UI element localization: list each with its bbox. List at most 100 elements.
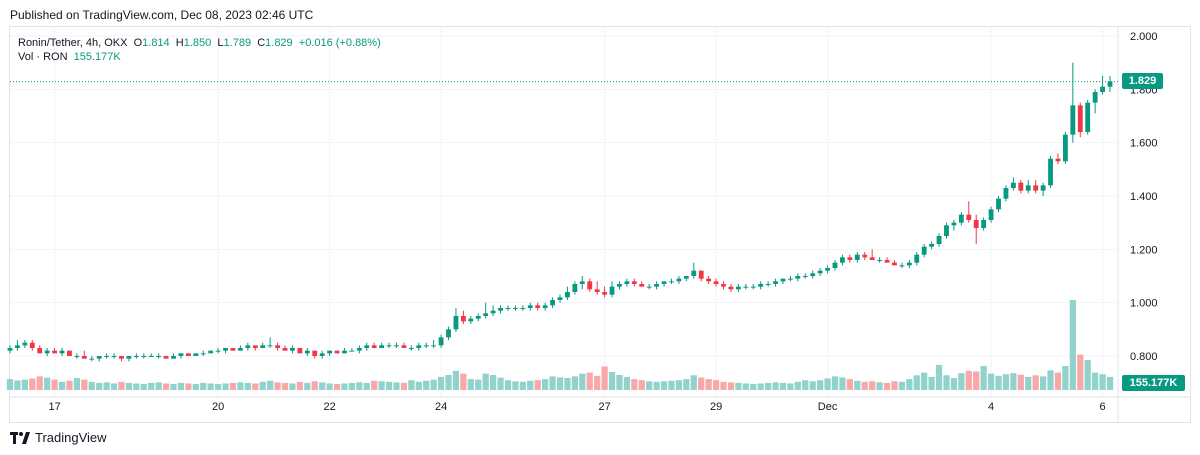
legend-close: 1.829: [265, 37, 293, 49]
candle-body: [89, 358, 95, 360]
candle-body: [617, 284, 622, 287]
volume-bar: [460, 373, 467, 390]
grid: [10, 27, 1190, 422]
candle-body: [193, 353, 199, 356]
volume-bar: [14, 380, 21, 390]
candle-body: [579, 281, 585, 284]
candle-body: [44, 350, 50, 354]
candle-body: [869, 257, 875, 260]
candle-body: [119, 356, 124, 359]
volume-bar: [906, 379, 913, 390]
volume-bar: [304, 382, 311, 390]
volume-bar: [222, 383, 229, 390]
volume-bar: [378, 381, 385, 390]
candle-body: [260, 345, 266, 348]
volume-legend: Vol · RON 155.177K: [18, 51, 121, 63]
volume-bar: [333, 384, 341, 390]
volume-bar: [170, 384, 177, 390]
volume-bar: [504, 380, 512, 390]
volume-bar: [794, 381, 801, 390]
candle-body: [1018, 182, 1024, 191]
volume-bar: [452, 370, 460, 390]
candle-body: [929, 244, 935, 247]
volume-bar: [385, 381, 393, 390]
volume-bar: [958, 373, 965, 390]
volume-bar: [162, 383, 170, 390]
volume-bar: [556, 377, 564, 390]
legend-symbol: Ronin/Tether, 4h, OKX: [18, 37, 128, 49]
volume-bar: [1099, 374, 1106, 390]
volume-bar: [824, 378, 831, 390]
volume-bar: [1077, 354, 1084, 390]
time-tick-label: 22: [323, 401, 335, 413]
volume-bar: [675, 380, 683, 390]
volume-bar: [883, 382, 891, 390]
volume-bar: [527, 380, 534, 390]
candle-body: [237, 348, 243, 351]
volume-bar: [542, 379, 549, 390]
volume-bar: [244, 382, 251, 390]
candle-body: [1010, 182, 1016, 188]
volume-bar: [869, 381, 876, 390]
candle-body: [750, 286, 756, 288]
candle-body: [104, 356, 110, 357]
volume-bar: [1092, 372, 1099, 390]
candle-body: [899, 265, 905, 267]
candle-body: [334, 350, 340, 354]
tradingview-logo[interactable]: TradingView: [10, 430, 107, 445]
candle-body: [275, 345, 280, 348]
candle-body: [7, 348, 13, 351]
volume-bar: [764, 382, 772, 390]
time-tick-label: 17: [48, 401, 60, 413]
volume-bar: [51, 379, 58, 390]
candle-body: [877, 260, 883, 261]
volume-bar: [787, 383, 794, 390]
candle-body: [126, 356, 132, 359]
candle-body: [728, 286, 734, 290]
legend-low: 1.789: [223, 37, 252, 49]
candle-body: [602, 292, 608, 295]
candle-body: [498, 308, 503, 311]
volume-bar: [757, 383, 764, 390]
candle-body: [542, 305, 548, 308]
candle-body: [156, 356, 162, 357]
candle-body: [795, 276, 801, 279]
volume-bar: [921, 372, 928, 390]
volume-bar: [21, 379, 28, 390]
volume-bar: [965, 370, 972, 390]
candle-body: [349, 350, 355, 352]
published-header: Published on TradingView.com, Dec 08, 20…: [10, 8, 314, 22]
volume-bar: [876, 382, 883, 390]
volume-bar: [289, 383, 296, 390]
candle-body: [245, 345, 251, 348]
candle-body: [386, 345, 392, 347]
candle-body: [230, 348, 236, 351]
volume-bar: [475, 379, 482, 390]
volume-bar: [200, 382, 207, 390]
candle-body: [698, 270, 704, 279]
volume-bar: [274, 382, 281, 390]
volume-bar: [646, 381, 653, 390]
candle-body: [416, 345, 422, 348]
chart-legend: Ronin/Tether, 4h, OKX O1.814 H1.850 L1.7…: [18, 37, 381, 49]
candle-body: [215, 350, 221, 352]
candle-body: [676, 278, 682, 282]
volume-bar: [1017, 374, 1024, 390]
volume-bar: [140, 384, 147, 390]
volume-value: 155.177K: [73, 51, 121, 63]
time-tick-label: 24: [435, 401, 447, 413]
volume-bar: [214, 384, 222, 390]
volume-bar: [846, 379, 853, 390]
volume-bar: [6, 379, 14, 390]
price-tick-label: 1.200: [1130, 244, 1158, 256]
candle-body: [267, 345, 273, 347]
candle-body: [646, 286, 652, 288]
volume-bar: [281, 382, 289, 390]
volume-bar: [995, 375, 1002, 390]
volume-bar: [750, 384, 757, 390]
candle-body: [475, 316, 481, 319]
candle-body: [37, 348, 43, 354]
candle-body: [460, 316, 466, 322]
volume-bar: [207, 383, 214, 390]
